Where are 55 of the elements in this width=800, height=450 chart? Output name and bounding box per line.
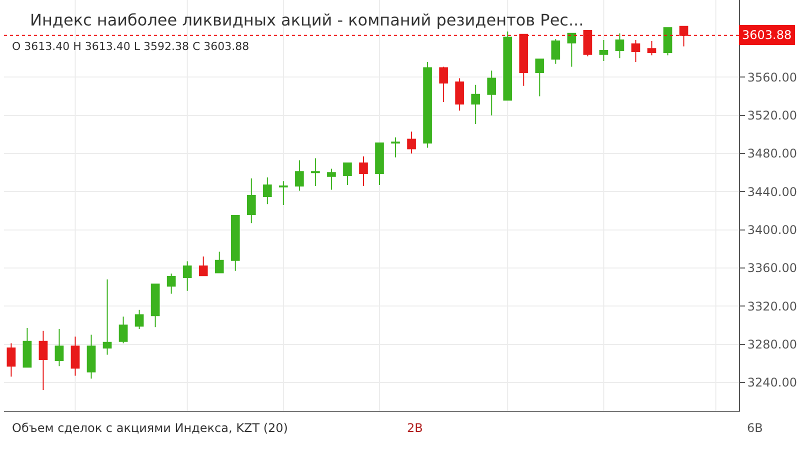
ref-line-label: 3603.88	[742, 28, 792, 42]
candlestick	[311, 158, 320, 186]
y-tick-label: 3320.00	[747, 299, 798, 314]
candlestick	[567, 32, 576, 68]
candlestick	[134, 309, 144, 330]
candlestick	[455, 78, 464, 112]
candlestick	[327, 168, 336, 190]
candlestick	[279, 180, 288, 206]
candlestick	[439, 66, 448, 103]
y-tick-label: 3400.00	[747, 223, 798, 238]
candlestick	[663, 27, 672, 56]
candlestick	[214, 251, 224, 274]
candlestick	[487, 70, 496, 116]
candlestick	[359, 156, 368, 186]
candlestick	[343, 162, 352, 186]
y-tick-label: 3480.00	[747, 146, 798, 161]
candlestick	[471, 84, 480, 124]
candlestick	[118, 316, 128, 344]
y-tick-label: 3360.00	[747, 261, 798, 276]
candlestick	[647, 40, 656, 56]
candlestick	[166, 273, 176, 294]
y-tick-label: 3240.00	[747, 376, 798, 390]
text: O 3613.40 H 3613.40 L 3592.38 C 3603.88	[12, 40, 250, 53]
candlestick	[551, 38, 560, 64]
y-tick-label: 3560.00	[747, 70, 798, 84]
candlestick	[375, 142, 384, 186]
candlestick	[295, 160, 304, 192]
candlestick	[198, 256, 208, 276]
candlestick	[599, 40, 608, 62]
candlestick	[246, 178, 256, 224]
candlestick	[631, 40, 640, 62]
candlestick	[535, 58, 544, 97]
candlestick	[262, 176, 272, 205]
y-tick-label: 3440.00	[747, 184, 798, 199]
text: Объем сделок с акциями Индекса, KZT (20)	[12, 421, 288, 435]
candlestick	[86, 334, 96, 380]
text: 6B	[747, 421, 763, 435]
candlestick	[503, 30, 512, 101]
candlestick	[70, 336, 80, 376]
candlestick	[230, 215, 240, 272]
candlestick	[38, 330, 48, 391]
candlestick	[182, 260, 192, 292]
candlestick	[423, 61, 432, 148]
candlestick	[391, 136, 400, 158]
candlestick	[102, 278, 112, 356]
candlestick	[6, 342, 16, 378]
text: Индекс наиболее ликвидных акций - компаний резидентов Рес...	[30, 10, 584, 30]
candlestick	[54, 328, 64, 367]
candlestick	[615, 32, 624, 59]
candlestick	[407, 131, 416, 154]
y-tick-label: 3280.00	[747, 337, 798, 352]
text: 2B	[407, 421, 423, 435]
candlestick	[22, 328, 32, 368]
y-tick-label: 3520.00	[747, 108, 798, 123]
candlestick	[150, 284, 160, 328]
